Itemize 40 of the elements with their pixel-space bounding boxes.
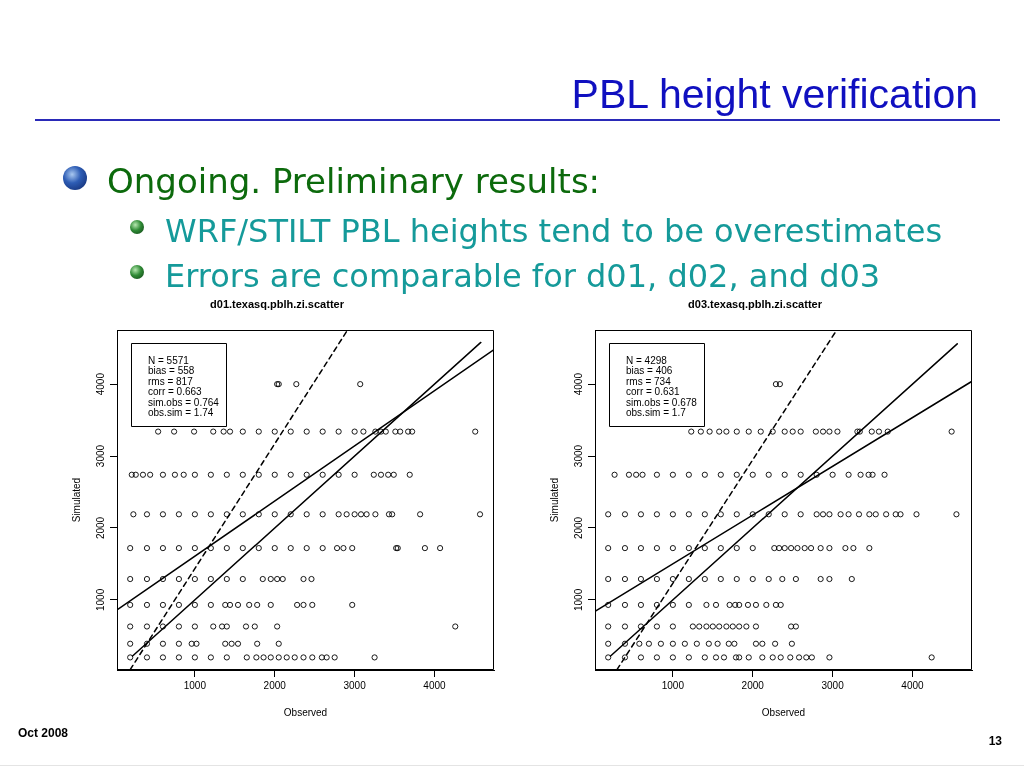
x-tick-label: 2000 bbox=[263, 679, 287, 691]
annotation: rms = 817 bbox=[148, 375, 194, 387]
x-axis-title: Observed bbox=[283, 706, 328, 718]
x-tick-label: 3000 bbox=[343, 679, 367, 691]
y-tick-label: 2000 bbox=[94, 516, 106, 540]
annotation: rms = 734 bbox=[626, 375, 672, 387]
x-tick-label: 2000 bbox=[741, 679, 765, 691]
x-tick-label: 4000 bbox=[901, 679, 925, 691]
y-tick-label: 3000 bbox=[572, 444, 584, 468]
annotation: obs.sim = 1.7 bbox=[626, 407, 687, 419]
annotation: N = 5571 bbox=[148, 354, 190, 366]
annotation: corr = 0.663 bbox=[148, 386, 203, 398]
annotation: corr = 0.631 bbox=[626, 386, 681, 398]
y-tick-label: 2000 bbox=[572, 516, 584, 540]
text: 13 bbox=[988, 734, 1002, 748]
text: Oct 2008 bbox=[18, 726, 69, 740]
x-tick-label: 1000 bbox=[183, 679, 207, 691]
annotation: bias = 558 bbox=[148, 365, 195, 377]
text: Ongoing. Preliminary results: bbox=[107, 161, 601, 201]
chart-title: d03.texasq.pblh.zi.scatter bbox=[688, 297, 823, 310]
annotation: sim.obs = 0.764 bbox=[148, 396, 220, 408]
y-axis-title: Simulated bbox=[548, 477, 560, 523]
chart-title: d01.texasq.pblh.zi.scatter bbox=[210, 297, 345, 310]
y-tick-label: 1000 bbox=[572, 588, 584, 612]
x-tick-label: 3000 bbox=[821, 679, 845, 691]
annotation: obs.sim = 1.74 bbox=[148, 407, 214, 419]
y-tick-label: 4000 bbox=[572, 372, 584, 396]
annotation: bias = 406 bbox=[626, 365, 673, 377]
text: WRF/STILT PBL heights tend to be overestimates bbox=[165, 212, 943, 250]
y-tick-label: 3000 bbox=[94, 444, 106, 468]
y-tick-label: 4000 bbox=[94, 372, 106, 396]
annotation: N = 4298 bbox=[626, 354, 668, 366]
x-axis-title: Observed bbox=[761, 706, 806, 718]
annotation: sim.obs = 0.678 bbox=[626, 396, 698, 408]
x-tick-label: 1000 bbox=[661, 679, 685, 691]
x-tick-label: 4000 bbox=[423, 679, 447, 691]
text: Errors are comparable for d01, d02, and d03 bbox=[165, 257, 881, 295]
text: PBL height verification bbox=[571, 71, 978, 117]
y-axis-title: Simulated bbox=[70, 477, 82, 523]
y-tick-label: 1000 bbox=[94, 588, 106, 612]
